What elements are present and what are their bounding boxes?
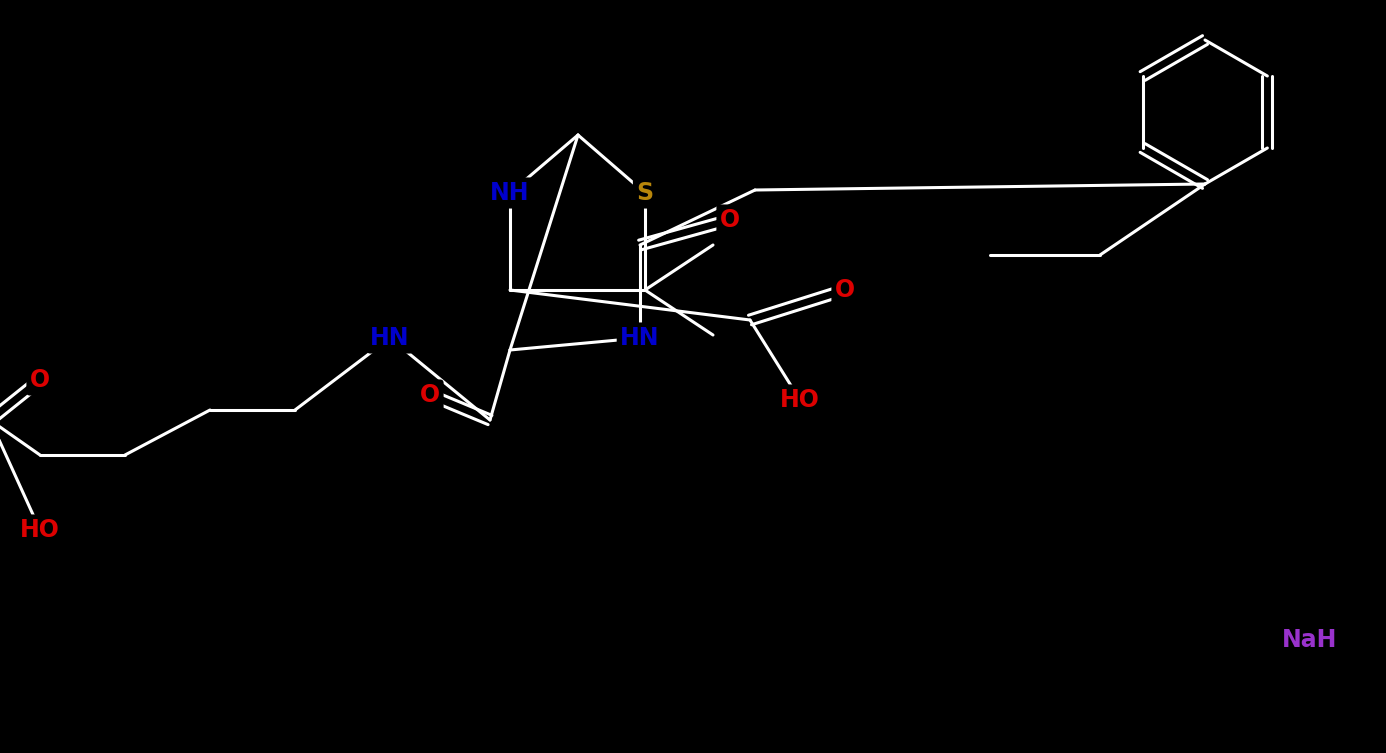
Text: O: O: [420, 383, 441, 407]
Text: HN: HN: [370, 326, 410, 350]
Text: HO: HO: [780, 388, 821, 412]
Text: HO: HO: [19, 518, 60, 542]
Text: O: O: [834, 278, 855, 302]
Text: HN: HN: [621, 326, 660, 350]
Text: NH: NH: [491, 181, 529, 205]
Text: NaH: NaH: [1282, 628, 1337, 652]
Text: O: O: [719, 208, 740, 232]
Text: O: O: [30, 368, 50, 392]
Text: S: S: [636, 181, 654, 205]
